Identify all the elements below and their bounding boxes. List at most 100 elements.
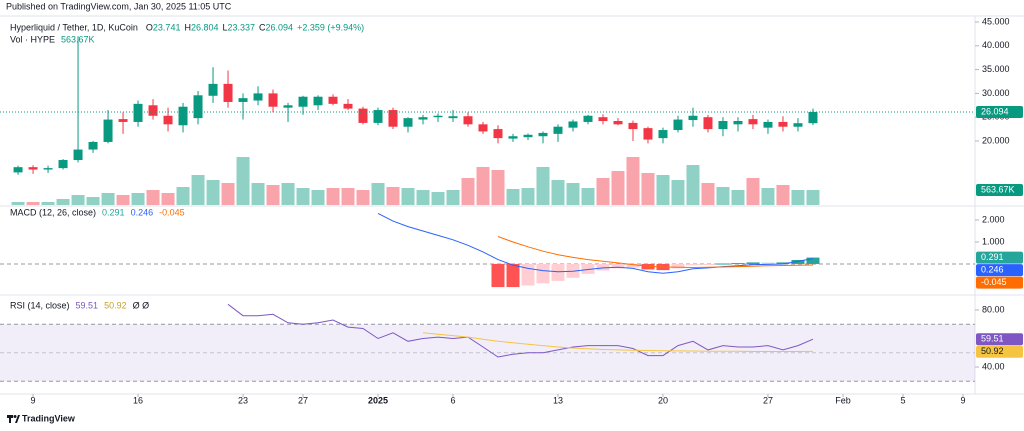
candle-body bbox=[718, 120, 728, 130]
candle-body bbox=[658, 130, 668, 139]
volume-bar bbox=[731, 190, 745, 205]
volume-bar bbox=[506, 189, 520, 205]
volume-bar bbox=[701, 183, 715, 205]
x-tick-label: 9 bbox=[960, 395, 965, 405]
candle-body bbox=[73, 149, 83, 161]
legend-text: 50.92 bbox=[104, 300, 127, 310]
candle-body bbox=[178, 106, 188, 126]
volume-bar bbox=[641, 173, 655, 205]
y-tick-label: 40.00 bbox=[982, 361, 1005, 371]
candle-body bbox=[568, 121, 578, 128]
volume-bar bbox=[716, 187, 730, 205]
candle-body bbox=[358, 108, 368, 123]
candle-body bbox=[433, 115, 443, 118]
candle-body bbox=[343, 103, 353, 109]
candle-body bbox=[418, 117, 428, 120]
y-tick-label: 35.000 bbox=[982, 64, 1010, 74]
volume-bar bbox=[626, 157, 640, 205]
volume-bar bbox=[236, 157, 250, 205]
legend-text: Vol · HYPE bbox=[10, 34, 55, 44]
legend-text: 59.51 bbox=[76, 300, 99, 310]
x-tick-label: 23 bbox=[238, 395, 248, 405]
volume-bar bbox=[461, 178, 475, 205]
candle-body bbox=[553, 126, 563, 134]
volume-bar bbox=[416, 190, 430, 205]
candle-body bbox=[193, 95, 203, 119]
volume-bar bbox=[746, 178, 760, 205]
candle-body bbox=[733, 120, 743, 125]
x-tick-label: 6 bbox=[450, 395, 455, 405]
x-tick-label: 5 bbox=[900, 395, 905, 405]
value-box-label: 0.246 bbox=[981, 264, 1004, 274]
volume-bar bbox=[26, 202, 40, 205]
candle-body bbox=[238, 98, 248, 102]
legend-text: 26.804 bbox=[191, 22, 219, 32]
volume-bar bbox=[176, 187, 190, 205]
y-tick-label: 40.000 bbox=[982, 40, 1010, 50]
candle-body bbox=[118, 119, 128, 122]
volume-bar bbox=[11, 202, 25, 205]
candle-body bbox=[598, 117, 608, 121]
volume-bar bbox=[356, 190, 370, 205]
candle-body bbox=[268, 93, 278, 107]
volume-bar bbox=[791, 190, 805, 205]
candle-body bbox=[448, 116, 458, 119]
legend-text: 0.246 bbox=[131, 207, 154, 217]
candle-body bbox=[643, 128, 653, 140]
volume-bar bbox=[491, 170, 505, 205]
signal-line bbox=[497, 236, 814, 269]
candle-body bbox=[58, 160, 68, 169]
volume-bar bbox=[266, 185, 280, 205]
volume-bar bbox=[401, 188, 415, 205]
footer-brand: TradingView bbox=[22, 413, 76, 423]
candle-body bbox=[328, 96, 338, 104]
macd-histogram-bar bbox=[746, 262, 760, 264]
candle-body bbox=[463, 116, 473, 125]
value-box bbox=[976, 105, 1023, 118]
candle-body bbox=[133, 103, 143, 122]
macd-histogram-bar bbox=[671, 263, 685, 269]
candle-body bbox=[298, 96, 308, 107]
volume-bar bbox=[671, 180, 685, 205]
candle-body bbox=[403, 118, 413, 127]
macd-histogram-bar bbox=[611, 263, 625, 269]
volume-bar bbox=[41, 202, 55, 205]
macd-histogram-bar bbox=[581, 263, 595, 274]
volume-bar bbox=[446, 190, 460, 205]
volume-bar bbox=[476, 167, 490, 205]
volume-bar bbox=[326, 188, 340, 205]
volume-bar bbox=[296, 188, 310, 205]
volume-bar bbox=[56, 199, 70, 205]
legend-text: MACD (12, 26, close) bbox=[10, 207, 96, 217]
volume-bar bbox=[686, 165, 700, 205]
candle-body bbox=[538, 132, 548, 137]
volume-bar bbox=[161, 193, 175, 205]
legend-text: C bbox=[259, 22, 266, 32]
candle-body bbox=[223, 83, 233, 102]
volume-bar bbox=[536, 167, 550, 205]
candle-body bbox=[88, 141, 98, 150]
macd-histogram-bar bbox=[761, 262, 775, 264]
volume-bar bbox=[611, 171, 625, 205]
x-tick-label: 9 bbox=[31, 395, 36, 405]
y-tick-label: 30.000 bbox=[982, 88, 1010, 98]
volume-bar bbox=[191, 175, 205, 205]
legend-text: 26.094 bbox=[266, 22, 294, 32]
candle-body bbox=[478, 124, 488, 132]
legend-text: 23.337 bbox=[228, 22, 256, 32]
volume-bar bbox=[221, 183, 235, 205]
macd-histogram-bar bbox=[731, 263, 745, 265]
legend-text: O bbox=[146, 22, 153, 32]
macd-histogram-bar bbox=[641, 263, 655, 270]
legend-text: 23.741 bbox=[153, 22, 181, 32]
x-tick-label: Feb bbox=[835, 395, 851, 405]
candle-body bbox=[43, 168, 53, 170]
volume-bar bbox=[551, 180, 565, 205]
legend-text: L bbox=[222, 22, 227, 32]
volume-bar bbox=[431, 192, 445, 205]
candle-body bbox=[628, 122, 638, 130]
candle-body bbox=[763, 121, 773, 128]
volume-bar bbox=[281, 183, 295, 205]
volume-bar bbox=[206, 180, 220, 205]
